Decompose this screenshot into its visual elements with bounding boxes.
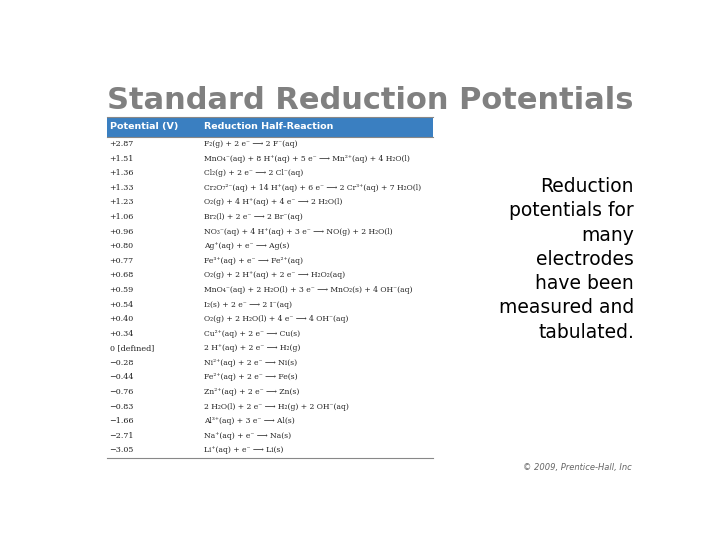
Text: Potential (V): Potential (V) — [109, 122, 178, 131]
Text: Ag⁺(aq) + e⁻ ⟶ Ag(s): Ag⁺(aq) + e⁻ ⟶ Ag(s) — [204, 242, 289, 250]
Text: Na⁺(aq) + e⁻ ⟶ Na(s): Na⁺(aq) + e⁻ ⟶ Na(s) — [204, 432, 292, 440]
Text: +1.06: +1.06 — [109, 213, 134, 221]
Text: +0.80: +0.80 — [109, 242, 134, 250]
Text: Reduction Half-Reaction: Reduction Half-Reaction — [204, 122, 334, 131]
Text: +0.54: +0.54 — [109, 301, 134, 308]
Text: © 2009, Prentice-Hall, Inc: © 2009, Prentice-Hall, Inc — [523, 463, 631, 472]
Text: O₂(g) + 4 H⁺(aq) + 4 e⁻ ⟶ 2 H₂O(l): O₂(g) + 4 H⁺(aq) + 4 e⁻ ⟶ 2 H₂O(l) — [204, 198, 343, 206]
Text: Fe²⁺(aq) + 2 e⁻ ⟶ Fe(s): Fe²⁺(aq) + 2 e⁻ ⟶ Fe(s) — [204, 374, 298, 381]
Text: +1.33: +1.33 — [109, 184, 134, 192]
Text: +0.77: +0.77 — [109, 256, 134, 265]
Text: +2.87: +2.87 — [109, 140, 134, 148]
Text: −0.83: −0.83 — [109, 403, 134, 410]
Text: F₂(g) + 2 e⁻ ⟶ 2 F⁻(aq): F₂(g) + 2 e⁻ ⟶ 2 F⁻(aq) — [204, 140, 298, 148]
Text: +1.23: +1.23 — [109, 198, 134, 206]
Text: Al³⁺(aq) + 3 e⁻ ⟶ Al(s): Al³⁺(aq) + 3 e⁻ ⟶ Al(s) — [204, 417, 295, 426]
Text: +0.68: +0.68 — [109, 271, 134, 279]
Text: −1.66: −1.66 — [109, 417, 134, 426]
Text: MnO₄⁻(aq) + 8 H⁺(aq) + 5 e⁻ ⟶ Mn²⁺(aq) + 4 H₂O(l): MnO₄⁻(aq) + 8 H⁺(aq) + 5 e⁻ ⟶ Mn²⁺(aq) +… — [204, 154, 410, 163]
Text: Ni²⁺(aq) + 2 e⁻ ⟶ Ni(s): Ni²⁺(aq) + 2 e⁻ ⟶ Ni(s) — [204, 359, 297, 367]
Text: Li⁺(aq) + e⁻ ⟶ Li(s): Li⁺(aq) + e⁻ ⟶ Li(s) — [204, 447, 284, 455]
Text: −0.28: −0.28 — [109, 359, 134, 367]
Text: Cr₂O₇²⁻(aq) + 14 H⁺(aq) + 6 e⁻ ⟶ 2 Cr³⁺(aq) + 7 H₂O(l): Cr₂O₇²⁻(aq) + 14 H⁺(aq) + 6 e⁻ ⟶ 2 Cr³⁺(… — [204, 184, 421, 192]
Text: −2.71: −2.71 — [109, 432, 134, 440]
Text: MnO₄⁻(aq) + 2 H₂O(l) + 3 e⁻ ⟶ MnO₂(s) + 4 OH⁻(aq): MnO₄⁻(aq) + 2 H₂O(l) + 3 e⁻ ⟶ MnO₂(s) + … — [204, 286, 413, 294]
Text: +0.96: +0.96 — [109, 227, 134, 235]
Text: +1.36: +1.36 — [109, 169, 134, 177]
Text: O₂(g) + 2 H⁺(aq) + 2 e⁻ ⟶ H₂O₂(aq): O₂(g) + 2 H⁺(aq) + 2 e⁻ ⟶ H₂O₂(aq) — [204, 271, 346, 279]
Text: −3.05: −3.05 — [109, 447, 134, 455]
Text: Cl₂(g) + 2 e⁻ ⟶ 2 Cl⁻(aq): Cl₂(g) + 2 e⁻ ⟶ 2 Cl⁻(aq) — [204, 169, 304, 177]
Text: Fe³⁺(aq) + e⁻ ⟶ Fe²⁺(aq): Fe³⁺(aq) + e⁻ ⟶ Fe²⁺(aq) — [204, 256, 303, 265]
Text: −0.76: −0.76 — [109, 388, 134, 396]
Text: Reduction
potentials for
many
electrodes
have been
measured and
tabulated.: Reduction potentials for many electrodes… — [499, 177, 634, 342]
Text: 0 [defined]: 0 [defined] — [109, 345, 154, 352]
Text: +1.51: +1.51 — [109, 154, 134, 163]
Bar — [107, 117, 433, 137]
Text: Standard Reduction Potentials: Standard Reduction Potentials — [107, 85, 634, 114]
Text: 2 H₂O(l) + 2 e⁻ ⟶ H₂(g) + 2 OH⁻(aq): 2 H₂O(l) + 2 e⁻ ⟶ H₂(g) + 2 OH⁻(aq) — [204, 403, 349, 410]
Text: 2 H⁺(aq) + 2 e⁻ ⟶ H₂(g): 2 H⁺(aq) + 2 e⁻ ⟶ H₂(g) — [204, 345, 301, 352]
Text: Zn²⁺(aq) + 2 e⁻ ⟶ Zn(s): Zn²⁺(aq) + 2 e⁻ ⟶ Zn(s) — [204, 388, 300, 396]
Text: Br₂(l) + 2 e⁻ ⟶ 2 Br⁻(aq): Br₂(l) + 2 e⁻ ⟶ 2 Br⁻(aq) — [204, 213, 303, 221]
Text: +0.34: +0.34 — [109, 330, 134, 338]
Text: −0.44: −0.44 — [109, 374, 134, 381]
Text: Cu²⁺(aq) + 2 e⁻ ⟶ Cu(s): Cu²⁺(aq) + 2 e⁻ ⟶ Cu(s) — [204, 330, 300, 338]
Text: NO₃⁻(aq) + 4 H⁺(aq) + 3 e⁻ ⟶ NO(g) + 2 H₂O(l): NO₃⁻(aq) + 4 H⁺(aq) + 3 e⁻ ⟶ NO(g) + 2 H… — [204, 227, 393, 235]
Text: O₂(g) + 2 H₂O(l) + 4 e⁻ ⟶ 4 OH⁻(aq): O₂(g) + 2 H₂O(l) + 4 e⁻ ⟶ 4 OH⁻(aq) — [204, 315, 348, 323]
Text: I₂(s) + 2 e⁻ ⟶ 2 I⁻(aq): I₂(s) + 2 e⁻ ⟶ 2 I⁻(aq) — [204, 301, 292, 308]
Text: +0.59: +0.59 — [109, 286, 134, 294]
Text: +0.40: +0.40 — [109, 315, 134, 323]
